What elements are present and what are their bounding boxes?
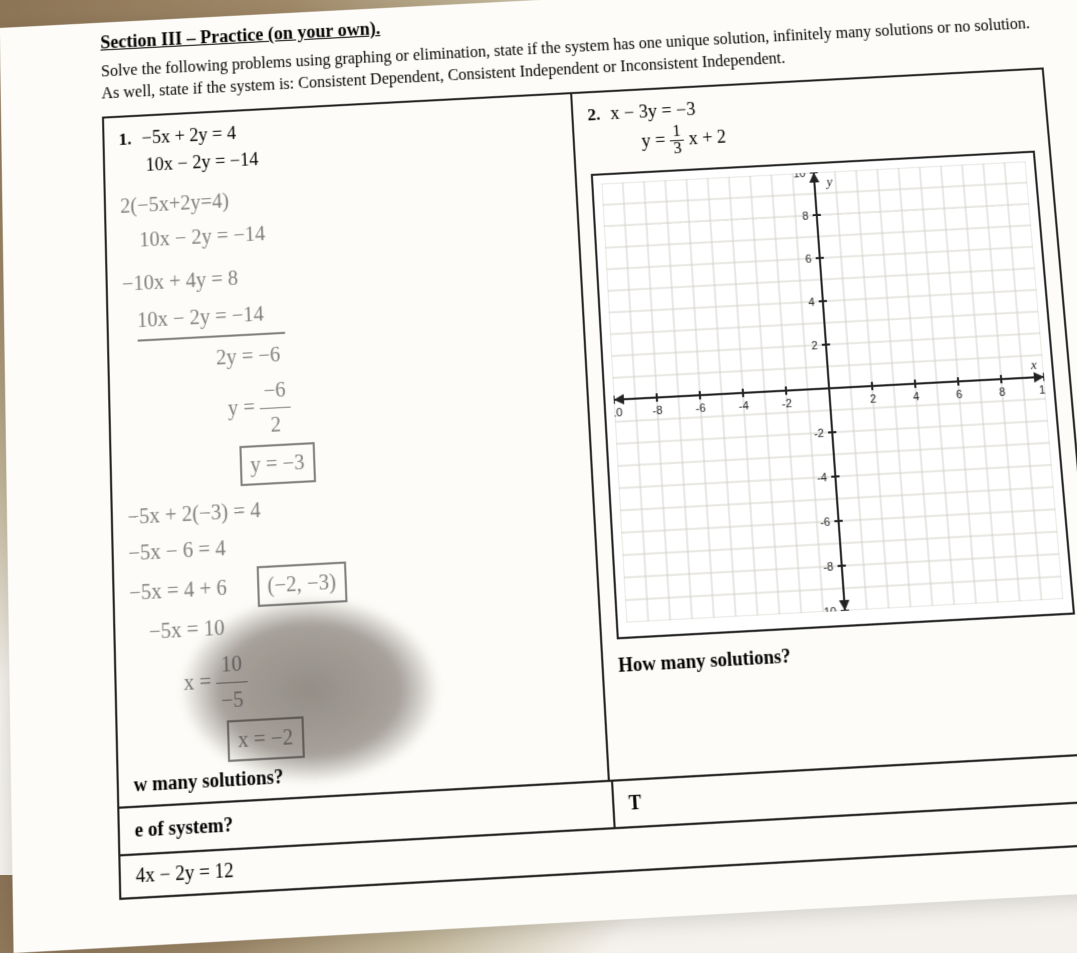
hw-frac-bot: −5 [217, 682, 249, 719]
hw-answer-box: (−2, −3) [256, 561, 347, 607]
problem-1: 1. −5x + 2y = 4 10x − 2y = −14 2(−5x+2y=… [104, 94, 610, 806]
next-problem-eq: 4x − 2y = 12 [135, 859, 234, 887]
problem-1-eq1: −5x + 2y = 4 [141, 123, 236, 148]
problem-1-work: 2(−5x+2y=4) 10x − 2y = −14 −10x + 4y = 8… [120, 167, 591, 767]
svg-text:-8: -8 [823, 561, 834, 574]
svg-text:2: 2 [811, 340, 818, 353]
hw-fraction: −6 2 [259, 373, 291, 443]
svg-text:-10: -10 [606, 406, 623, 419]
svg-text:y: y [824, 173, 833, 189]
svg-text:x: x [1029, 356, 1038, 372]
hw-line: 10x − 2y = −14 [137, 296, 285, 341]
eq2-suffix: x + 2 [688, 126, 727, 148]
hw-frac-top: −6 [259, 373, 290, 409]
coordinate-grid-frame: -10 -8 -6 -4 -2 2 4 6 8 10 -10 -8 -6 -4 -2 2 4 6 8 10 y x [591, 150, 1075, 639]
problem-2-number: 2. [587, 104, 601, 124]
hw-fraction: 10 −5 [216, 646, 249, 718]
hw-prefix: y = [228, 396, 256, 420]
hw-frac-bot: 2 [260, 407, 291, 442]
problem-2-eq1: x − 3y = −3 [610, 99, 696, 124]
problems-row: 1. −5x + 2y = 4 10x − 2y = −14 2(−5x+2y=… [102, 67, 1077, 806]
eq2-den: 3 [670, 140, 685, 157]
coordinate-grid: -10 -8 -6 -4 -2 2 4 6 8 10 -10 -8 -6 -4 -2 2 4 6 8 10 y x [601, 161, 1063, 622]
eq2-prefix: y = [641, 129, 666, 150]
worksheet-paper: Section III – Practice (on your own). So… [0, 0, 1077, 953]
hw-boxed-y: y = −3 [239, 442, 315, 486]
hw-boxed-x: x = −2 [227, 716, 305, 762]
svg-text:-10: -10 [820, 606, 837, 620]
svg-text:-2: -2 [814, 427, 825, 440]
hw-line-txt: −5x = 4 + 6 [129, 576, 227, 605]
hw-frac-top: 10 [216, 646, 248, 683]
svg-text:10: 10 [1038, 384, 1052, 397]
svg-text:-2: -2 [782, 397, 793, 410]
eq2-num: 1 [669, 123, 684, 141]
problem-2: 2. x − 3y = −3 y = 1 3 x + 2 -10 -8 -6 -4 -2… [572, 69, 1077, 779]
problem-1-number: 1. [118, 129, 131, 149]
svg-text:8: 8 [802, 210, 809, 223]
svg-text:-4: -4 [738, 400, 749, 413]
svg-text:-4: -4 [817, 471, 828, 484]
problem-2-solutions-prompt: How many solutions? [618, 629, 1077, 677]
hw-prefix: x = [183, 670, 211, 695]
svg-text:-6: -6 [820, 516, 831, 529]
svg-text:10: 10 [793, 167, 806, 180]
svg-text:2: 2 [870, 393, 877, 406]
svg-text:-6: -6 [695, 402, 706, 415]
svg-text:6: 6 [956, 388, 963, 401]
svg-text:6: 6 [805, 253, 812, 266]
svg-text:-8: -8 [652, 404, 663, 417]
svg-text:8: 8 [999, 386, 1006, 399]
eq2-fraction: 1 3 [669, 123, 685, 157]
svg-text:4: 4 [913, 391, 920, 404]
svg-text:4: 4 [808, 296, 815, 309]
